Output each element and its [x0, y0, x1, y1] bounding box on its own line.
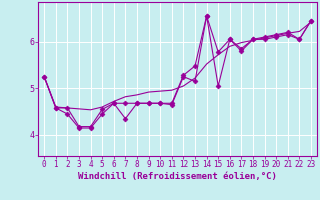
X-axis label: Windchill (Refroidissement éolien,°C): Windchill (Refroidissement éolien,°C) [78, 172, 277, 181]
